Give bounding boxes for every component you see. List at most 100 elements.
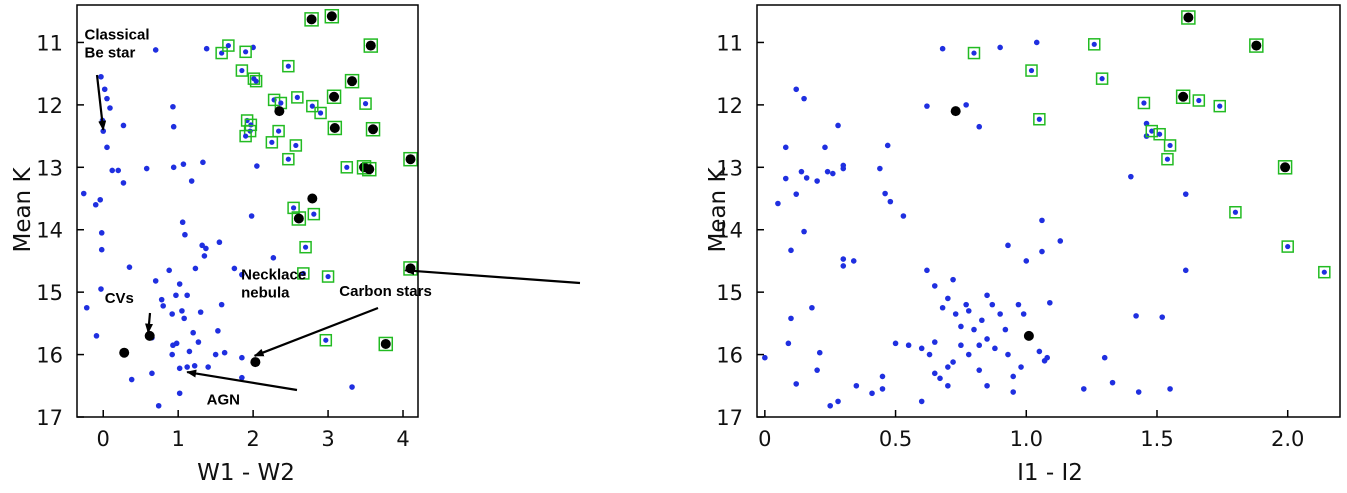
right-boxed-point [967,46,981,60]
right-data-point [945,364,951,370]
left-annotation-arrow [95,74,107,131]
left-green-box [304,12,319,27]
left-green-box [272,124,285,138]
right-data-point [793,191,800,197]
left-carbon-star-point [363,38,379,53]
left-data-point [184,364,190,370]
right-data-point [1157,131,1163,137]
left-data-point [181,315,187,322]
left-data-point [362,101,369,107]
left-data-point [309,103,315,109]
left-data-point [169,311,175,317]
left-x-tick-label: 2 [246,427,259,451]
right-carbon-star-point [1249,38,1264,53]
left-data-point [170,164,177,171]
left-x-axis-title: W1 - W2 [197,460,295,486]
left-data-point [184,292,190,299]
left-green-box [249,74,263,88]
left-black-point [293,213,304,224]
right-green-box [1161,152,1174,166]
right-data-point [1285,243,1291,250]
right-data-point [814,178,820,184]
right-data-point [984,336,990,342]
left-green-box [307,207,321,221]
left-data-point [83,304,90,311]
left-boxed-point [359,97,372,110]
left-data-point [302,244,309,250]
left-annotation-arrow [404,266,581,285]
left-data-point [276,128,282,134]
right-scatter-panel: 0 0.5 1.0 1.5 2.0 11 12 13 14 15 16 17 I1 - I2 Mean… [705,4,1341,486]
right-black-point [950,106,961,117]
right-green-box [1249,38,1264,53]
left-data-point [104,144,110,151]
right-boxed-point [1318,265,1331,279]
right-data-point [1015,301,1022,308]
left-black-point [368,124,379,135]
right-data-point [945,382,951,389]
left-data-point [201,253,208,259]
right-y-tick-label: 17 [716,406,743,430]
left-data-point [221,349,228,356]
right-data-point [809,304,815,311]
left-boxed-point [297,267,310,280]
left-boxed-point [287,201,300,215]
left-boxed-point [282,59,295,73]
right-data-point [840,256,847,262]
right-data-point [1182,267,1189,274]
left-data-point [225,42,231,49]
right-data-point [926,351,933,358]
left-data-point [323,337,329,343]
right-data-point [1159,314,1166,320]
right-data-point [801,228,807,235]
right-boxed-point [1161,152,1174,166]
right-data-point [835,398,841,405]
left-y-tick-label: 12 [36,94,63,118]
right-x-tick-label: 2.0 [1271,427,1304,451]
right-data-point [963,301,969,308]
left-x-tick-label: 4 [396,427,409,451]
right-data-point [1028,67,1035,74]
right-plot-marks [762,10,1331,409]
left-boxed-point [272,124,285,138]
left-boxed-point [307,207,321,221]
left-data-point [248,213,255,219]
left-data-point [216,239,223,246]
right-data-point [1020,311,1027,317]
left-carbon-star-point [403,261,418,276]
right-data-point [1039,248,1045,255]
right-black-point [1251,40,1262,51]
left-data-point [115,167,122,174]
left-black-point [119,347,130,358]
left-carbon-star-point [324,8,340,24]
right-data-point [879,373,886,380]
left-data-point [109,167,116,174]
right-data-point [877,165,883,172]
left-data-point [170,123,177,130]
left-carbon-star-point [378,336,394,352]
right-data-point [1033,39,1040,46]
left-green-box [363,38,379,53]
right-green-box [1153,127,1166,141]
left-carbon-star-point [304,12,319,27]
left-black-point [329,91,340,102]
right-data-point [1182,191,1189,197]
right-data-point [958,342,964,349]
left-data-point [197,309,204,315]
left-data-point [344,164,350,170]
right-data-point [1321,269,1327,275]
left-data-point [293,142,299,149]
left-data-point [128,376,135,383]
left-data-point [199,242,205,249]
left-data-point [200,159,206,166]
left-boxed-point [299,240,312,254]
left-y-tick-label: 16 [36,344,63,368]
right-data-point [782,144,789,151]
right-y-tick-label: 13 [716,156,743,180]
left-annotation-label: Classical Be star [84,26,149,61]
left-green-box [362,161,377,177]
right-data-point [971,50,977,56]
right-data-point [971,326,977,333]
